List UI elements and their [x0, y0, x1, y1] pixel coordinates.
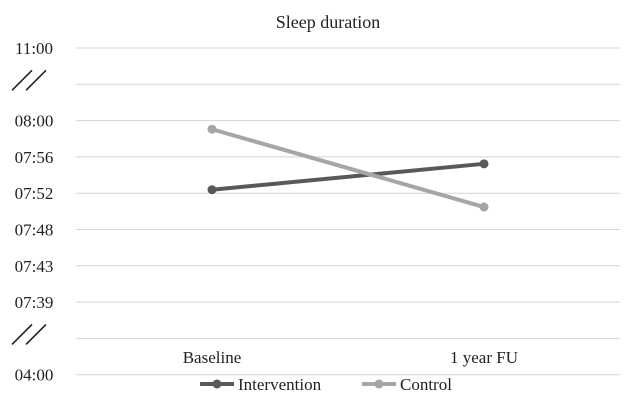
- y-tick-label: 11:00: [15, 39, 53, 58]
- series-control: [207, 124, 489, 212]
- axis-break-mark: [11, 323, 33, 345]
- data-point: [207, 124, 217, 134]
- chart-title: Sleep duration: [276, 12, 380, 32]
- x-tick-label: 1 year FU: [450, 348, 518, 367]
- axis-break-mark: [11, 69, 33, 91]
- legend-label: Intervention: [238, 375, 322, 394]
- data-point: [479, 159, 489, 169]
- y-tick-label: 07:43: [15, 257, 54, 276]
- data-point: [207, 185, 217, 195]
- legend-marker: [374, 379, 384, 389]
- series-intervention: [207, 159, 489, 195]
- y-tick-label: 08:00: [15, 112, 54, 131]
- y-axis-tick-labels: 04:00 07:39 07:43 07:48 07:52 07:56 08:00 11:00: [15, 39, 54, 385]
- series-line: [210, 127, 486, 210]
- x-axis-tick-labels: Baseline 1 year FU: [183, 348, 518, 367]
- data-point: [479, 202, 489, 212]
- axis-break-mark: [25, 323, 47, 345]
- y-tick-label: 07:48: [15, 221, 54, 240]
- legend-item: Control: [362, 375, 452, 394]
- y-tick-label: 07:39: [15, 293, 54, 312]
- y-tick-label: 07:52: [15, 184, 54, 203]
- y-tick-label: 04:00: [15, 366, 54, 385]
- axis-break-marks: [11, 69, 47, 345]
- series-line: [210, 161, 486, 192]
- legend-marker: [212, 379, 222, 389]
- axis-break-mark: [25, 69, 47, 91]
- legend-item: Intervention: [200, 375, 322, 394]
- gridlines: [76, 47, 620, 376]
- legend-label: Control: [400, 375, 452, 394]
- data-series: [207, 124, 489, 212]
- x-tick-label: Baseline: [183, 348, 242, 367]
- legend: Intervention Control: [200, 375, 452, 394]
- y-tick-label: 07:56: [15, 148, 54, 167]
